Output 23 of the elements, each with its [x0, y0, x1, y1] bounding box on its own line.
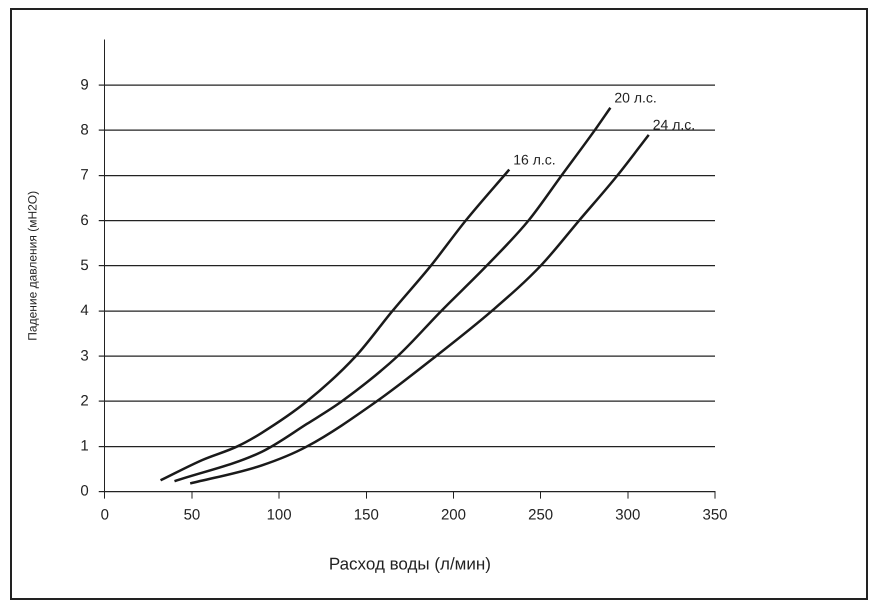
- x-tick-label: 200: [440, 506, 466, 524]
- x-tick-label: 100: [266, 506, 292, 524]
- y-tick-label: 0: [80, 482, 89, 500]
- series-label: 20 л.с.: [614, 90, 657, 106]
- y-axis-title: Падение давления (мН2О): [26, 190, 40, 341]
- y-tick-label: 4: [80, 302, 89, 320]
- y-tick-label: 6: [80, 212, 89, 229]
- x-tick-label: 350: [702, 506, 728, 524]
- x-tick-label: 300: [615, 506, 640, 524]
- x-tick-label: 150: [354, 506, 379, 524]
- y-tick-label: 1: [80, 438, 89, 455]
- series-label: 24 л.с.: [652, 116, 696, 133]
- y-tick-label: 7: [80, 166, 89, 184]
- x-tick-label: 0: [100, 506, 109, 524]
- y-tick-label: 8: [80, 121, 89, 138]
- y-tick-label: 5: [80, 256, 89, 274]
- series-label: 16 л.с.: [513, 151, 556, 168]
- y-tick-label: 2: [80, 392, 89, 410]
- y-tick-label: 3: [80, 347, 89, 364]
- x-tick-label: 50: [184, 506, 200, 524]
- y-tick-label: 9: [80, 76, 89, 94]
- x-axis-title: Расход воды (л/мин): [328, 554, 491, 574]
- x-tick-label: 250: [528, 506, 554, 524]
